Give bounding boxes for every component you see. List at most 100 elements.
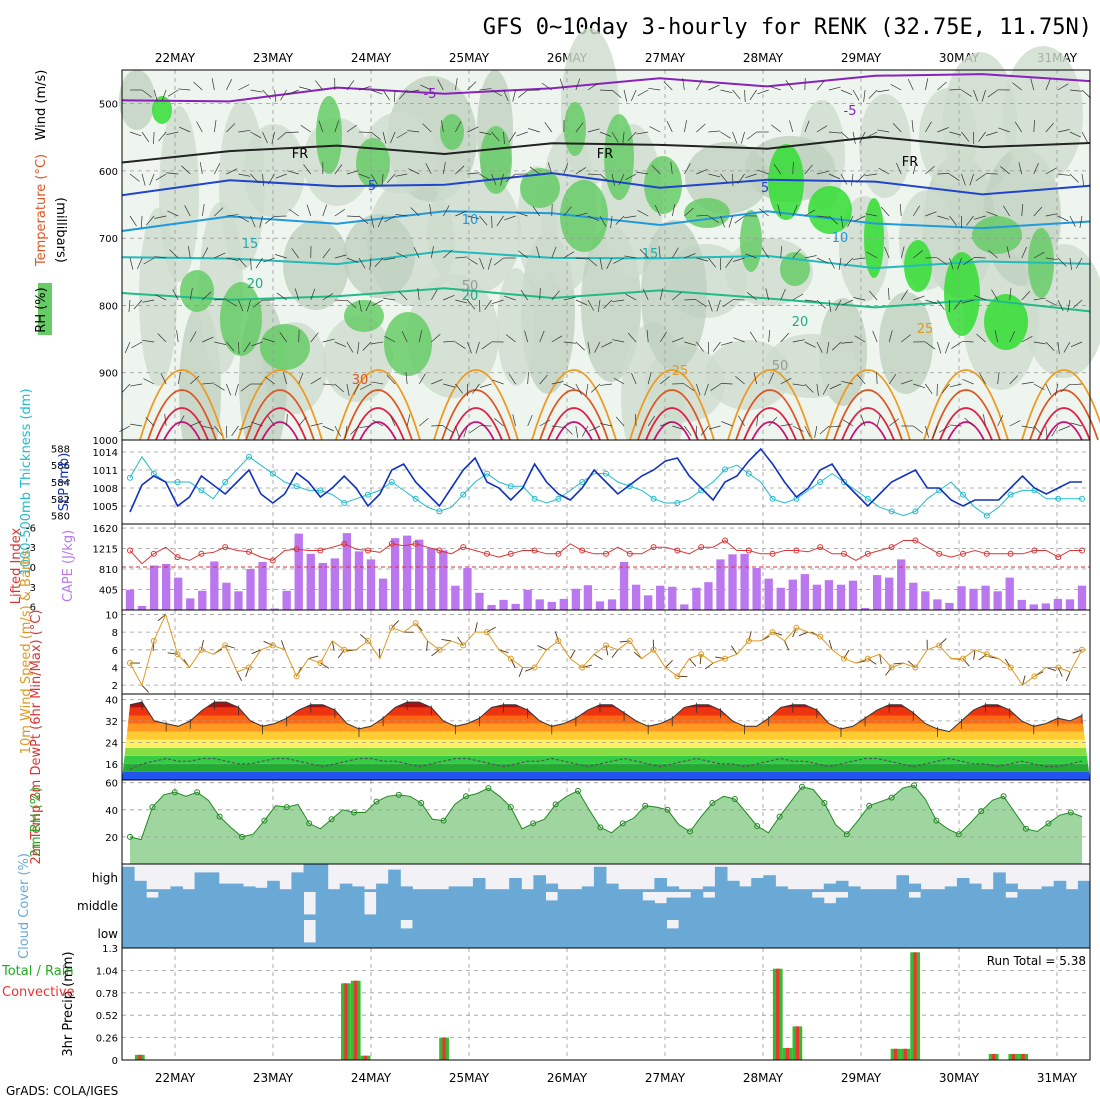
rh-shade <box>219 100 265 270</box>
wind-barb <box>757 89 769 95</box>
wind-barb <box>587 299 595 311</box>
cloud-bar <box>944 886 958 892</box>
thickness-line-point <box>341 500 348 506</box>
wind-barb <box>157 333 167 343</box>
wind-barb <box>1033 251 1045 259</box>
rh-moist <box>808 186 852 234</box>
wind-barb <box>298 416 307 427</box>
wind-barb <box>780 246 782 259</box>
wind-barb <box>1006 246 1011 259</box>
convective-bar <box>1011 1053 1015 1060</box>
rh-line-point <box>216 813 223 820</box>
cape-bar <box>270 608 279 610</box>
wind-barb <box>214 252 226 259</box>
wind-barb <box>1004 658 1011 668</box>
wind-barb <box>202 291 212 301</box>
wind-barb <box>247 299 251 312</box>
cloud-bar <box>1029 920 1043 948</box>
wind-barb <box>1070 341 1083 348</box>
wind-barb <box>503 131 505 144</box>
thickness-line-point <box>293 483 300 490</box>
wind-barb <box>443 383 455 388</box>
wind-barb <box>828 257 835 269</box>
cloud-bar <box>255 892 268 920</box>
date-label-top: 29MAY <box>841 51 882 65</box>
cloud-bar <box>884 889 897 892</box>
wind-barb <box>768 416 778 427</box>
rh-line-point <box>485 785 492 792</box>
cloud-bar <box>497 892 510 920</box>
cloud-bar <box>267 880 280 892</box>
warm-contour <box>547 407 601 441</box>
thickness-line-point <box>817 479 824 485</box>
cloud-bar <box>654 920 667 948</box>
wind-barb <box>455 165 465 175</box>
contour-label: FR <box>292 147 309 162</box>
cape-bar <box>716 559 725 610</box>
wind-barb <box>651 165 661 175</box>
wind-barb <box>431 333 441 343</box>
convective-bar <box>442 1037 446 1060</box>
wind-barb <box>524 330 529 343</box>
wind-barb <box>648 87 661 91</box>
wind-barb <box>700 425 709 436</box>
cape-bar <box>933 599 942 610</box>
cloud-bar <box>303 942 317 948</box>
wind-barb <box>455 341 466 349</box>
cloud-bar <box>1029 892 1043 920</box>
wind-barb <box>804 164 813 175</box>
wind-barb <box>189 331 197 343</box>
wind-barb <box>360 383 372 390</box>
cloud-bar <box>472 892 486 920</box>
wind-barb <box>647 415 656 427</box>
cape-bar <box>402 535 412 610</box>
wind-barb <box>537 645 547 651</box>
wind-speed-line-point <box>293 673 300 680</box>
wind-barb <box>1009 288 1012 301</box>
wind-barb <box>913 295 925 301</box>
rh-shade <box>159 106 199 282</box>
thickness-line-point <box>365 491 371 498</box>
warm-contour <box>139 369 225 441</box>
cloud-bar <box>267 920 280 948</box>
thickness-line-point <box>650 495 657 502</box>
wind-barb <box>792 383 805 387</box>
wind-speed-line <box>129 612 1083 687</box>
cloud-bar <box>315 920 329 948</box>
wind-barb <box>286 413 288 427</box>
wind-barb <box>859 131 866 143</box>
wind-barb <box>334 383 345 393</box>
wind-barb <box>322 338 335 343</box>
wind-barb <box>1072 299 1083 309</box>
cloud-bar <box>1017 889 1030 892</box>
wind-barb <box>383 257 396 261</box>
rh-line-point <box>642 802 649 809</box>
cape-bar <box>885 577 894 610</box>
wind-barb <box>346 80 355 91</box>
cloud-bar <box>485 892 498 920</box>
wind-barb <box>563 383 575 390</box>
wind-barb <box>474 622 478 633</box>
wind-barb <box>563 162 569 175</box>
wind-barb <box>226 341 235 352</box>
temp-line <box>129 701 1083 733</box>
wind-barb <box>939 425 950 433</box>
li-line-point <box>626 550 633 557</box>
wind-barb <box>398 291 408 301</box>
li-tick-label: -6 <box>26 523 36 534</box>
wind-barb <box>828 640 833 650</box>
cloud-bar <box>848 886 861 892</box>
rh-line-point <box>933 817 940 824</box>
wind-barb <box>143 378 155 385</box>
cloud-bar <box>860 889 873 892</box>
wind-barb <box>877 89 890 93</box>
wind-barb <box>937 299 945 310</box>
warm-contour <box>531 369 617 441</box>
wind-barb <box>1033 206 1043 217</box>
wind-barb <box>505 173 516 182</box>
cloud-bar <box>303 864 317 892</box>
wind-barb <box>563 425 573 435</box>
wind-barb <box>804 299 817 302</box>
cloud-bar <box>811 889 825 892</box>
